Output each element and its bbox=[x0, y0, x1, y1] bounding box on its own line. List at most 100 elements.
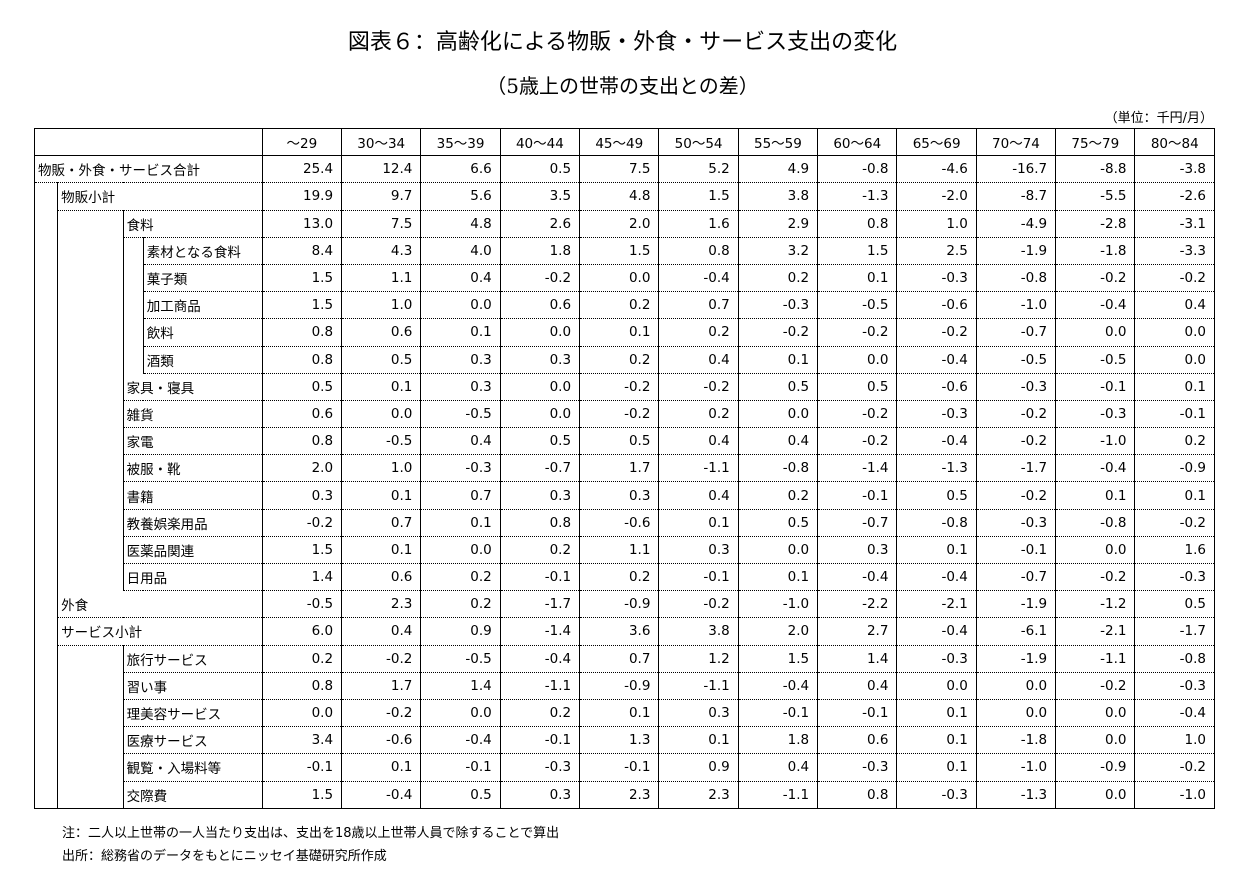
value-cell: 1.0 bbox=[896, 210, 977, 238]
value-cell: 0.2 bbox=[420, 590, 501, 619]
value-cell: 1.2 bbox=[658, 645, 739, 673]
table-row: 雑貨 0.6 0.0 -0.5 0.0 -0.2 0.2 0.0 -0.2 -0.3 -0.2 -0.… bbox=[33, 400, 1215, 429]
value-cell: -2.0 bbox=[896, 182, 977, 211]
row-label: 外食 bbox=[61, 598, 89, 615]
value-cell: 0.2 bbox=[261, 645, 343, 673]
value-cell: 2.0 bbox=[737, 617, 819, 646]
value-cell: 0.0 bbox=[420, 699, 501, 728]
value-cell: -0.7 bbox=[975, 318, 1057, 347]
table-row: 交際費 1.5 -0.4 0.5 0.3 2.3 2.3 -1.1 0.8 -0.3 -1.3 0.0… bbox=[33, 781, 1215, 809]
value-cell: 0.3 bbox=[658, 536, 739, 565]
value-cell: 0.0 bbox=[737, 400, 819, 429]
value-cell: -2.8 bbox=[1055, 210, 1136, 238]
value-cell: -0.1 bbox=[1055, 373, 1136, 401]
value-cell: -0.9 bbox=[1055, 753, 1136, 782]
value-cell: -0.2 bbox=[975, 400, 1057, 429]
value-cell: -0.4 bbox=[896, 427, 977, 456]
table-row: 食料 13.0 7.5 4.8 2.6 2.0 1.6 2.9 0.8 1.0 -4.9 -2.8 -3… bbox=[33, 210, 1215, 238]
row-label: 日用品 bbox=[126, 571, 168, 588]
value-cell: 0.1 bbox=[896, 753, 977, 782]
value-cell: 1.5 bbox=[261, 536, 343, 565]
row-label: 物販・外食・サービス合計 bbox=[38, 163, 200, 180]
value-cell: -0.2 bbox=[579, 373, 660, 401]
value-cell: -0.2 bbox=[261, 509, 343, 537]
value-cell: 0.0 bbox=[817, 346, 898, 374]
row-label-cell: 旅行サービス bbox=[122, 645, 263, 673]
row-label-cell: 菓子類 bbox=[142, 264, 263, 293]
row-label-cell: 物販小計 bbox=[57, 182, 263, 211]
row-label: 家電 bbox=[126, 435, 154, 452]
value-cell: 0.5 bbox=[341, 346, 422, 374]
value-cell: -1.7 bbox=[1134, 617, 1215, 646]
value-cell: -0.5 bbox=[1055, 346, 1136, 374]
row-label: 飲料 bbox=[146, 326, 174, 343]
value-cell: 0.2 bbox=[579, 563, 660, 592]
value-cell: 4.9 bbox=[737, 155, 819, 184]
value-cell: 0.3 bbox=[261, 481, 343, 510]
value-cell: 0.6 bbox=[261, 400, 343, 429]
value-cell: -0.4 bbox=[499, 645, 581, 673]
value-cell: -0.1 bbox=[579, 753, 660, 782]
value-cell: -0.2 bbox=[1055, 672, 1136, 700]
value-cell: -0.2 bbox=[658, 590, 739, 619]
indent-cell bbox=[33, 318, 58, 346]
column-header: 70～74 bbox=[975, 127, 1057, 157]
value-cell: 0.5 bbox=[579, 427, 660, 456]
value-cell: 0.6 bbox=[341, 318, 422, 347]
row-label: 素材となる食料 bbox=[146, 244, 241, 261]
row-label-cell: 加工商品 bbox=[142, 291, 263, 320]
value-cell: -0.6 bbox=[896, 373, 977, 401]
value-cell: 0.0 bbox=[499, 373, 581, 401]
value-cell: 0.8 bbox=[261, 318, 343, 347]
row-label-cell: 交際費 bbox=[122, 781, 263, 809]
value-cell: 1.1 bbox=[579, 536, 660, 565]
value-cell: 0.4 bbox=[341, 617, 422, 646]
value-cell: 1.6 bbox=[1134, 536, 1215, 565]
value-cell: -1.9 bbox=[975, 590, 1057, 619]
value-cell: 0.8 bbox=[261, 672, 343, 700]
row-label: 家具・寝具 bbox=[126, 380, 195, 397]
indent-cell bbox=[57, 291, 124, 319]
value-cell: -1.1 bbox=[658, 454, 739, 483]
indent-cell bbox=[33, 726, 58, 754]
value-cell: 0.9 bbox=[420, 617, 501, 646]
chart-title: 図表６：高齢化による物販・外食・サービス支出の変化 bbox=[347, 30, 898, 55]
value-cell: 1.5 bbox=[579, 237, 660, 265]
value-cell: 1.0 bbox=[1134, 726, 1215, 755]
value-cell: 0.0 bbox=[1055, 781, 1136, 809]
value-cell: 9.7 bbox=[341, 182, 422, 211]
indent-cell bbox=[57, 781, 124, 809]
value-cell: 0.8 bbox=[499, 509, 581, 537]
value-cell: -0.4 bbox=[896, 346, 977, 374]
value-cell: 0.4 bbox=[737, 753, 819, 782]
value-cell: -0.4 bbox=[817, 563, 898, 592]
value-cell: 0.2 bbox=[658, 318, 739, 347]
indent-cell bbox=[33, 346, 58, 374]
indent-cell bbox=[57, 373, 124, 401]
table-row: 観覧・入場料等 -0.1 0.1 -0.1 -0.3 -0.1 0.9 0.4 -0.3 0.1-… bbox=[33, 753, 1215, 782]
value-cell: -2.6 bbox=[1134, 182, 1215, 211]
value-cell: 1.3 bbox=[579, 726, 660, 755]
value-cell: -0.4 bbox=[658, 264, 739, 293]
value-cell: 0.5 bbox=[737, 373, 819, 401]
value-cell: -16.7 bbox=[975, 155, 1057, 184]
value-cell: 6.0 bbox=[261, 617, 343, 646]
value-cell: -0.4 bbox=[896, 563, 977, 592]
value-cell: -0.6 bbox=[896, 291, 977, 320]
indent-cell bbox=[57, 536, 124, 564]
table-row: 外食 -0.5 2.3 0.2 -1.7 -0.9 -0.2 -1.0 -2.2 -2.1 -1.9… bbox=[33, 590, 1215, 619]
value-cell: -1.3 bbox=[896, 454, 977, 483]
table-row: 日用品 1.4 0.6 0.2 -0.1 0.2 -0.1 0.1 -0.4 -0.4 -0.7 -0… bbox=[33, 563, 1215, 592]
value-cell: 0.5 bbox=[420, 781, 501, 809]
value-cell: 2.6 bbox=[499, 210, 581, 238]
indent-cell bbox=[33, 672, 58, 700]
value-cell: -0.2 bbox=[1134, 753, 1215, 782]
value-cell: -0.6 bbox=[579, 509, 660, 537]
value-cell: 0.0 bbox=[499, 400, 581, 429]
value-cell: -0.5 bbox=[261, 590, 343, 619]
row-label-cell: 食料 bbox=[122, 210, 263, 238]
value-cell: 0.1 bbox=[1055, 481, 1136, 510]
table-row: 素材となる食料 8.4 4.3 4.0 1.8 1.5 0.8 3.2 1.5 2.5 -1.9 -1… bbox=[33, 237, 1215, 265]
value-cell: -1.1 bbox=[658, 672, 739, 700]
table-row: 旅行サービス 0.2 -0.2 -0.5 -0.4 0.7 1.2 1.5 1.4 -0.3 -1.… bbox=[33, 645, 1215, 673]
